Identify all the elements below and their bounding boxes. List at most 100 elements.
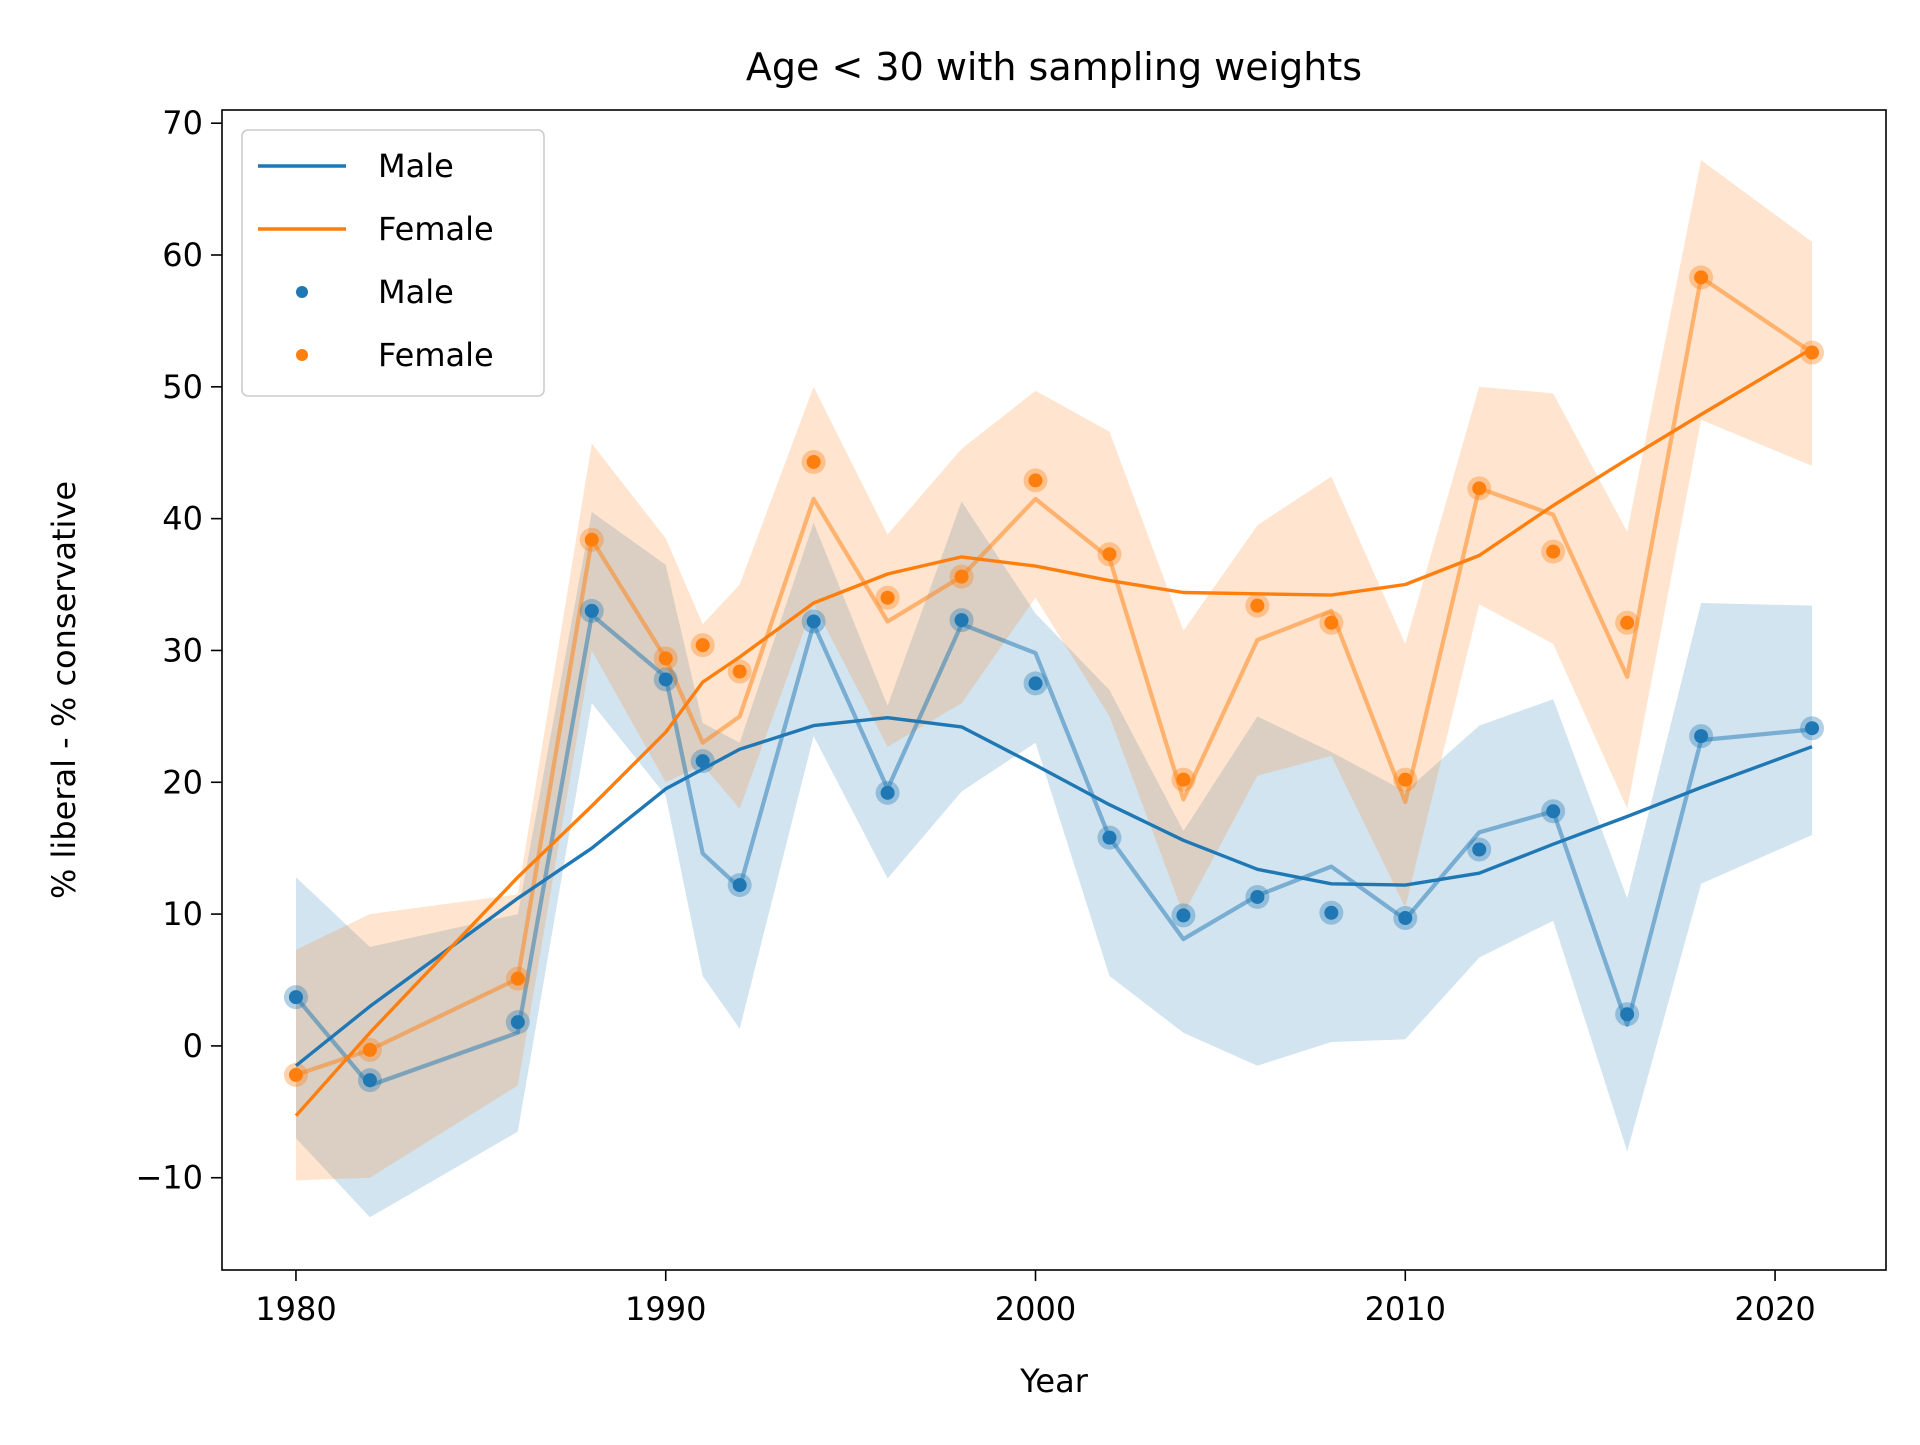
y-tick-label: 10 [162, 895, 203, 933]
point-female-1996 [875, 585, 900, 610]
point-female-2000 [1023, 468, 1048, 493]
point-marker [658, 651, 673, 666]
x-axis-label: Year [1019, 1362, 1089, 1400]
legend-entry-line-male: Male [258, 147, 454, 185]
point-male-2012 [1467, 837, 1492, 862]
point-marker [954, 569, 969, 584]
y-tick-label: 0 [183, 1027, 203, 1065]
point-female-2016 [1615, 610, 1640, 635]
point-marker [288, 990, 303, 1005]
point-marker [1102, 547, 1117, 562]
legend-frame [241, 129, 545, 397]
point-male-2010 [1393, 906, 1418, 931]
x-tick-label: 2010 [1365, 1290, 1446, 1328]
observed-line-female [295, 275, 1814, 1077]
point-female-1998 [949, 564, 974, 589]
x-tick-label: 1980 [255, 1290, 336, 1328]
legend: Male Female Male Female [241, 129, 545, 397]
point-marker [806, 614, 821, 629]
plot-frame [221, 109, 1887, 1271]
point-male-2016 [1615, 1002, 1640, 1027]
point-male-2006 [1245, 884, 1270, 909]
point-marker [658, 672, 673, 687]
point-marker [1398, 772, 1413, 787]
y-tick-label: 20 [162, 763, 203, 801]
point-marker [1324, 905, 1339, 920]
y-tick-label: 70 [162, 104, 203, 142]
observed-line-male [294, 612, 1813, 1088]
y-tick-label: 40 [162, 500, 203, 538]
legend-swatch-marker [296, 286, 308, 298]
point-marker [510, 1015, 525, 1030]
observed-lines [294, 275, 1814, 1088]
point-marker [1176, 908, 1191, 923]
point-male-1998 [949, 608, 974, 633]
point-marker [362, 1073, 377, 1088]
point-female-1982 [357, 1037, 382, 1062]
point-marker [1694, 729, 1709, 744]
chart-title: Age < 30 with sampling weights [746, 45, 1362, 89]
point-marker [1176, 772, 1191, 787]
point-male-1990 [653, 667, 678, 692]
point-marker [695, 754, 710, 769]
point-marker [1398, 911, 1413, 926]
y-tick-label: −10 [135, 1159, 203, 1197]
point-female-2018 [1689, 265, 1714, 290]
y-tick-label: 50 [162, 368, 203, 406]
x-tick-label: 2000 [995, 1290, 1076, 1328]
point-marker [1694, 270, 1709, 285]
point-marker [806, 454, 821, 469]
point-marker [288, 1067, 303, 1082]
legend-swatch-marker [296, 349, 308, 361]
point-marker [362, 1042, 377, 1057]
point-female-1991 [690, 633, 715, 658]
legend-label: Female [378, 210, 494, 248]
point-male-2004 [1171, 903, 1196, 928]
y-tick-label: 60 [162, 236, 203, 274]
point-marker [1472, 481, 1487, 496]
point-female-1986 [505, 966, 530, 991]
legend-label: Male [378, 147, 454, 185]
point-marker [732, 878, 747, 893]
point-marker [1102, 830, 1117, 845]
point-female-2008 [1319, 610, 1344, 635]
point-marker [1250, 889, 1265, 904]
point-marker [1028, 676, 1043, 691]
point-male-2014 [1541, 799, 1566, 824]
smooth-line-male [294, 716, 1813, 1068]
point-male-1988 [579, 598, 604, 623]
point-female-2012 [1467, 476, 1492, 501]
point-female-1990 [653, 646, 678, 671]
point-marker [954, 613, 969, 628]
point-male-2002 [1097, 825, 1122, 850]
point-male-2018 [1689, 724, 1714, 749]
point-female-2010 [1393, 767, 1418, 792]
point-marker [880, 590, 895, 605]
point-female-2014 [1541, 539, 1566, 564]
point-female-1988 [579, 527, 604, 552]
point-female-1994 [801, 449, 826, 474]
y-axis-ticks: −10 0 10 20 30 40 50 60 70 [135, 104, 222, 1197]
y-tick-label: 30 [162, 631, 203, 669]
point-female-2002 [1097, 542, 1122, 567]
point-female-2006 [1245, 593, 1270, 618]
point-marker [880, 785, 895, 800]
point-female-1980 [283, 1062, 308, 1087]
point-female-1992 [727, 659, 752, 684]
point-marker [1620, 615, 1635, 630]
legend-entry-line-female: Female [258, 210, 494, 248]
smooth-line-female [294, 347, 1813, 1117]
y-axis-label: % liberal - % conservative [45, 481, 83, 899]
point-male-2000 [1023, 671, 1048, 696]
point-male-1996 [875, 780, 900, 805]
point-marker [1805, 721, 1820, 736]
point-marker [732, 664, 747, 679]
point-marker [1250, 598, 1265, 613]
x-tick-label: 2020 [1734, 1290, 1815, 1328]
point-marker [1546, 804, 1561, 819]
point-marker [1546, 544, 1561, 559]
point-marker [695, 638, 710, 653]
point-male-2008 [1319, 900, 1344, 925]
band-female [296, 160, 1812, 1181]
